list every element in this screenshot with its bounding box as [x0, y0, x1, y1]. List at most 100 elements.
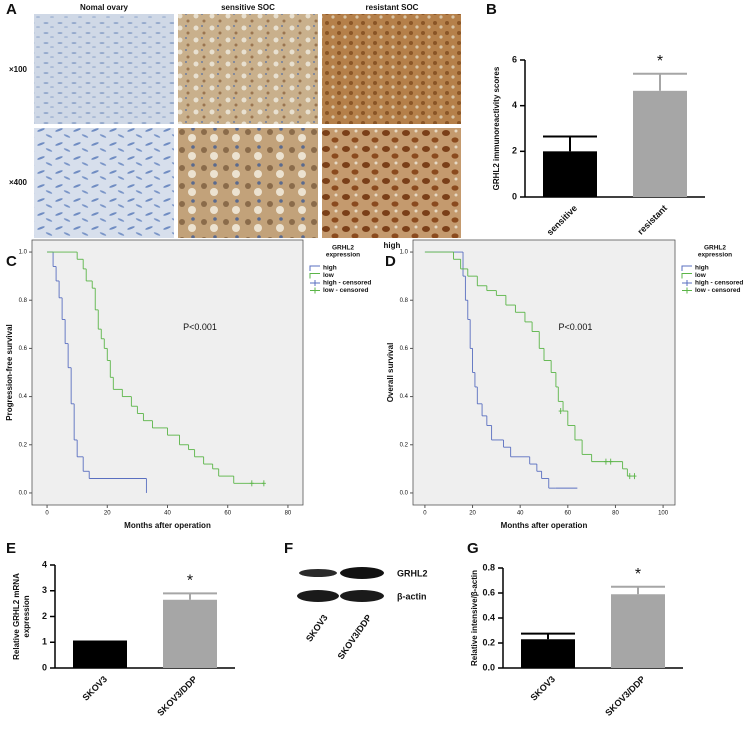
y-tick-label: 4	[42, 559, 47, 569]
y-tick-label: 0.2	[19, 442, 28, 448]
significance-mark: *	[657, 53, 663, 70]
panel-label: D	[385, 253, 396, 270]
legend-label: low - censored	[323, 287, 369, 294]
x-tick-label: 40	[517, 511, 524, 517]
blot-band	[340, 590, 384, 602]
panel-label: A	[6, 1, 17, 18]
y-tick-label: 0.0	[482, 662, 495, 672]
micrograph	[34, 14, 174, 124]
y-tick-label: 4	[512, 100, 517, 110]
x-tick-label: 80	[285, 511, 292, 517]
micrograph	[322, 14, 461, 124]
micrograph	[34, 128, 174, 238]
plot-background	[412, 239, 676, 506]
y-tick-label: 0.0	[400, 491, 409, 497]
y-tick-label: 6	[512, 54, 517, 64]
x-tick-label: 0	[423, 511, 427, 517]
panel-label: E	[6, 540, 16, 557]
legend-label: high - censored	[323, 280, 371, 287]
micrograph	[322, 128, 461, 238]
legend-label: high	[323, 265, 337, 272]
legend-label: low	[695, 272, 707, 279]
significance-mark: *	[635, 566, 641, 583]
legend-title: GRHL2	[704, 245, 726, 252]
x-axis-label: Months after operation	[501, 521, 588, 530]
panel-label: G	[467, 540, 479, 557]
lane-label: SKOV3/DDP	[336, 613, 374, 661]
x-tick-label: 20	[104, 511, 111, 517]
y-axis-label: expression	[22, 595, 31, 637]
column-title: Nomal ovary	[80, 3, 129, 12]
y-tick-label: 0.6	[19, 346, 28, 352]
bar	[543, 151, 597, 197]
p-value: P<0.001	[183, 322, 217, 332]
x-tick-label: SKOV3/DDP	[155, 674, 199, 718]
legend-icon	[681, 265, 692, 271]
y-tick-label: 0.2	[482, 637, 495, 647]
y-tick-label: 0.8	[400, 298, 409, 304]
x-axis-label: Months after operation	[124, 521, 211, 530]
y-tick-label: 0.8	[482, 562, 495, 572]
p-value: P<0.001	[559, 322, 593, 332]
row-label: ×400	[9, 178, 28, 187]
western-blot: GRHL2 β-actin SKOV3 SKOV3/DDP	[297, 567, 428, 661]
y-tick-label: 0.0	[19, 491, 28, 497]
panel-label: B	[486, 1, 497, 18]
x-tick-label: resistant	[635, 203, 669, 237]
y-axis-label: Relative GRHL2 mRNA	[12, 573, 21, 660]
y-axis-label: GRHL2 immunoreactivity scores	[492, 66, 501, 190]
y-tick-label: 0.6	[482, 587, 495, 597]
y-tick-label: 1.0	[19, 250, 28, 256]
y-axis-label: Overall survival	[386, 343, 395, 403]
bar	[633, 90, 687, 197]
band-label: β-actin	[397, 591, 427, 601]
y-tick-label: 2	[512, 146, 517, 156]
y-tick-label: 0.2	[400, 442, 409, 448]
panel-label: F	[284, 540, 293, 557]
y-tick-label: 1	[42, 637, 47, 647]
legend-icon	[309, 265, 320, 271]
legend-label: low - censored	[695, 287, 741, 294]
panel-label: C	[6, 253, 17, 270]
micrograph	[178, 128, 318, 238]
column-title: sensitive SOC	[221, 3, 275, 12]
x-tick-label: 60	[224, 511, 231, 517]
y-tick-label: 0.8	[19, 298, 28, 304]
legend-title: expression	[326, 252, 360, 259]
y-tick-label: 0.4	[400, 394, 409, 400]
y-tick-label: 0.4	[482, 612, 495, 622]
y-axis-label: Progression-free survival	[5, 324, 14, 420]
lane-label: SKOV3	[304, 613, 330, 644]
x-tick-label: SKOV3	[528, 674, 557, 703]
bar	[611, 594, 665, 668]
y-axis-label: Relative intensive/β-actin	[470, 570, 479, 666]
y-tick-label: 0.6	[400, 346, 409, 352]
y-tick-label: 1.0	[400, 250, 409, 256]
x-tick-label: 0	[45, 511, 49, 517]
y-tick-label: 2	[42, 611, 47, 621]
legend-label: low	[323, 272, 335, 279]
plot-background	[31, 239, 304, 506]
x-tick-label: 20	[469, 511, 476, 517]
x-tick-label: SKOV3	[80, 674, 109, 703]
x-tick-label: 100	[658, 511, 669, 517]
significance-mark: *	[187, 573, 193, 590]
blot-band	[297, 590, 339, 602]
histology-panel: Nomal ovary sensitive SOC resistant SOC …	[9, 3, 461, 250]
column-title: resistant SOC	[366, 3, 419, 12]
row-label: ×100	[9, 65, 28, 74]
blot-band	[299, 569, 337, 577]
x-tick-label: 80	[612, 511, 619, 517]
score-label: high	[384, 241, 401, 250]
y-tick-label: 0	[42, 662, 47, 672]
band-label: GRHL2	[397, 568, 428, 578]
bar	[163, 599, 217, 668]
y-tick-label: 3	[42, 585, 47, 595]
legend-title: expression	[698, 252, 732, 259]
blot-band	[340, 567, 384, 579]
x-tick-label: SKOV3/DDP	[603, 674, 647, 718]
bar	[521, 639, 575, 668]
y-tick-label: 0.4	[19, 394, 28, 400]
legend-icon	[309, 273, 320, 279]
